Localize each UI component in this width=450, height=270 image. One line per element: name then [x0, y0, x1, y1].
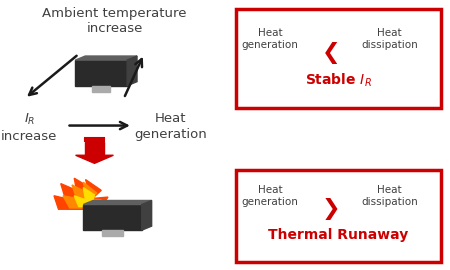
Polygon shape [83, 200, 152, 205]
Text: Heat
generation: Heat generation [242, 28, 298, 50]
Text: Heat
dissipation: Heat dissipation [361, 28, 418, 50]
Text: Heat
generation: Heat generation [135, 112, 207, 141]
Polygon shape [85, 142, 104, 155]
Text: $I_R$
increase: $I_R$ increase [1, 112, 58, 143]
Text: Stable $I_R$: Stable $I_R$ [305, 72, 372, 89]
Polygon shape [142, 200, 152, 230]
Text: ❮: ❮ [321, 42, 340, 64]
Polygon shape [74, 188, 94, 207]
Polygon shape [76, 60, 127, 86]
Bar [236, 170, 441, 262]
Text: Heat
dissipation: Heat dissipation [361, 185, 418, 207]
Text: Thermal Runaway: Thermal Runaway [268, 228, 409, 242]
Polygon shape [76, 56, 137, 60]
Polygon shape [83, 205, 142, 230]
Polygon shape [54, 178, 108, 209]
Text: Ambient temperature
increase: Ambient temperature increase [42, 7, 187, 35]
Polygon shape [76, 155, 113, 163]
Text: ❯: ❯ [321, 198, 340, 220]
Polygon shape [92, 86, 110, 92]
Polygon shape [63, 182, 101, 208]
Bar [236, 9, 441, 108]
Text: Heat
generation: Heat generation [242, 185, 298, 207]
Polygon shape [102, 230, 123, 236]
Polygon shape [127, 56, 137, 86]
